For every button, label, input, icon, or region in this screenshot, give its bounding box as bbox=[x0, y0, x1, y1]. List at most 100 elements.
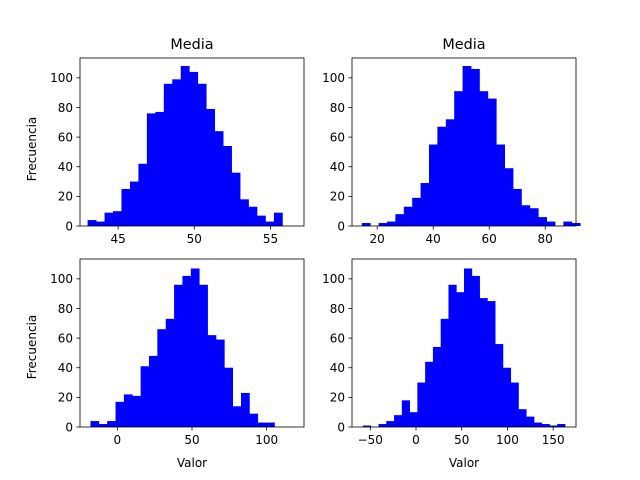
histogram-bar bbox=[557, 424, 566, 427]
histogram-bar bbox=[174, 284, 183, 427]
histogram-bar bbox=[563, 221, 573, 226]
plot-frame bbox=[351, 258, 577, 428]
histogram-bar bbox=[526, 416, 535, 427]
histogram-bar bbox=[394, 415, 403, 427]
histogram-bar bbox=[231, 172, 241, 226]
histogram-bar bbox=[479, 298, 488, 427]
histogram-bar bbox=[113, 211, 122, 226]
y-tick-label: 80 bbox=[330, 101, 345, 115]
histogram-bar bbox=[265, 221, 275, 226]
histogram-bar bbox=[273, 212, 283, 226]
histogram-bar bbox=[487, 301, 496, 427]
y-tick-label: 40 bbox=[58, 160, 73, 174]
x-tick-label: 20 bbox=[370, 232, 385, 246]
subplot-top-right: Media 20 40 60 80 0 20 40 60 80 100 bbox=[322, 37, 581, 246]
histogram-bar bbox=[412, 197, 421, 226]
histogram-bar bbox=[513, 188, 522, 226]
histogram-bar bbox=[140, 366, 150, 427]
x-tick-label: 100 bbox=[496, 433, 519, 447]
x-axis-label: Valor bbox=[177, 456, 207, 470]
histogram-bar bbox=[533, 422, 543, 427]
x-tick-label: 0 bbox=[114, 433, 122, 447]
histogram-bar bbox=[521, 205, 531, 226]
x-tick-label: 40 bbox=[426, 232, 441, 246]
histogram-bar bbox=[129, 181, 139, 226]
histogram-bar bbox=[378, 424, 387, 427]
histogram-bar bbox=[417, 382, 426, 427]
y-tick-label: 20 bbox=[330, 391, 345, 405]
histogram-bar bbox=[180, 66, 190, 226]
histogram-bar bbox=[420, 183, 430, 226]
histogram-bar bbox=[232, 406, 242, 427]
histogram-bar bbox=[445, 119, 455, 226]
y-tick-label: 80 bbox=[330, 302, 345, 316]
y-tick-label: 0 bbox=[65, 219, 73, 233]
histogram-bar bbox=[403, 206, 413, 226]
y-tick-label: 80 bbox=[58, 302, 73, 316]
histogram-bar bbox=[386, 421, 395, 427]
histogram-bar bbox=[215, 339, 225, 427]
y-axis-label: Frecuencia bbox=[25, 117, 39, 182]
histogram-bar bbox=[206, 108, 216, 226]
histogram-bar bbox=[440, 318, 449, 427]
histogram-bar bbox=[223, 146, 232, 226]
histogram-bar bbox=[464, 268, 473, 427]
subplot-title: Media bbox=[442, 37, 485, 53]
plot-frame bbox=[79, 57, 305, 227]
x-tick-label: 50 bbox=[184, 433, 199, 447]
histogram-bar bbox=[448, 284, 457, 427]
histogram-bar bbox=[538, 217, 547, 226]
y-tick-label: 40 bbox=[58, 361, 73, 375]
histogram-bar bbox=[549, 425, 558, 427]
histogram-bar bbox=[266, 422, 275, 427]
histogram-bar bbox=[190, 268, 200, 427]
histogram-bar bbox=[504, 168, 514, 226]
y-tick-label: 60 bbox=[330, 130, 345, 144]
histogram-bar bbox=[107, 421, 116, 427]
y-tick-label: 0 bbox=[65, 420, 73, 434]
histogram-bar bbox=[256, 215, 266, 226]
histogram-bar bbox=[249, 413, 259, 427]
histogram-bar bbox=[362, 425, 372, 427]
histogram-bar bbox=[487, 98, 497, 226]
histogram-bar bbox=[395, 214, 405, 226]
histogram-bar bbox=[496, 144, 505, 226]
histogram-bar bbox=[541, 424, 550, 427]
histogram-bar bbox=[157, 329, 167, 427]
histogram-bar bbox=[148, 355, 158, 427]
histogram-bar bbox=[146, 113, 156, 226]
histogram-bar bbox=[378, 223, 388, 226]
histogram-bar bbox=[182, 275, 192, 427]
subplot-bottom-left: Frecuencia Valor 0 50 100 0 20 40 60 80 100 bbox=[25, 258, 305, 470]
histogram-bar bbox=[214, 131, 224, 226]
x-axis-label: Valor bbox=[449, 456, 479, 470]
y-tick-label: 60 bbox=[58, 331, 73, 345]
y-tick-label: 20 bbox=[330, 190, 345, 204]
x-tick-label: −50 bbox=[358, 433, 383, 447]
x-tick-label: 100 bbox=[255, 433, 278, 447]
histogram-bar bbox=[510, 382, 519, 427]
y-tick-label: 100 bbox=[50, 272, 73, 286]
histogram-bar bbox=[479, 91, 489, 226]
histogram-bar bbox=[207, 335, 217, 427]
subplot-top-left: Media Frecuencia 45 50 55 0 20 40 60 80 100 bbox=[25, 37, 305, 246]
histogram-bar bbox=[425, 361, 434, 427]
histogram-bar bbox=[123, 394, 133, 427]
x-tick-label: 60 bbox=[482, 232, 497, 246]
x-tick-label: 0 bbox=[412, 433, 420, 447]
histogram-bar bbox=[138, 163, 148, 226]
y-tick-label: 40 bbox=[330, 160, 345, 174]
histogram-bar bbox=[165, 318, 175, 427]
histogram-bar bbox=[529, 208, 539, 226]
histogram-bar bbox=[104, 212, 114, 226]
histogram-bar bbox=[471, 275, 480, 427]
y-axis-label: Frecuencia bbox=[25, 315, 39, 380]
y-tick-label: 80 bbox=[58, 101, 73, 115]
histogram-bar bbox=[401, 400, 410, 427]
x-tick-label: 45 bbox=[110, 232, 125, 246]
histogram-bar bbox=[454, 91, 463, 226]
histogram-bar bbox=[115, 401, 125, 427]
histogram-bar bbox=[432, 347, 442, 427]
